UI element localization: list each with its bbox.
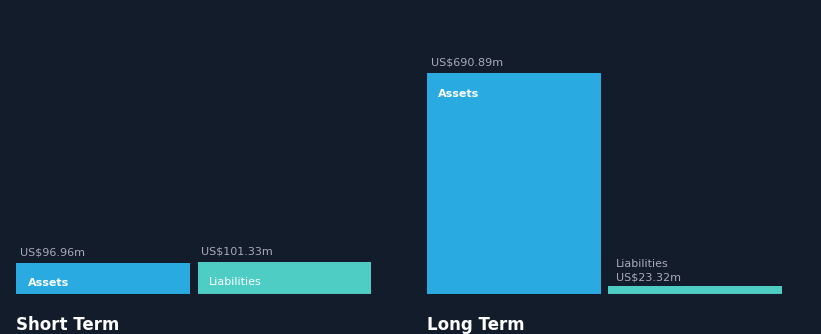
Text: Assets: Assets [438, 89, 479, 99]
Text: US$101.33m: US$101.33m [201, 246, 273, 256]
Bar [198, 262, 371, 294]
Text: Long Term: Long Term [427, 316, 525, 334]
Bar [608, 287, 782, 294]
Text: US$96.96m: US$96.96m [21, 247, 85, 258]
Text: US$23.32m: US$23.32m [616, 273, 681, 283]
Text: Assets: Assets [28, 278, 69, 288]
Bar [16, 263, 190, 294]
Text: Short Term: Short Term [16, 316, 120, 334]
Bar [427, 73, 601, 294]
Text: US$690.89m: US$690.89m [431, 58, 502, 67]
Text: Liabilities: Liabilities [209, 278, 262, 288]
Text: Liabilities: Liabilities [616, 259, 668, 269]
